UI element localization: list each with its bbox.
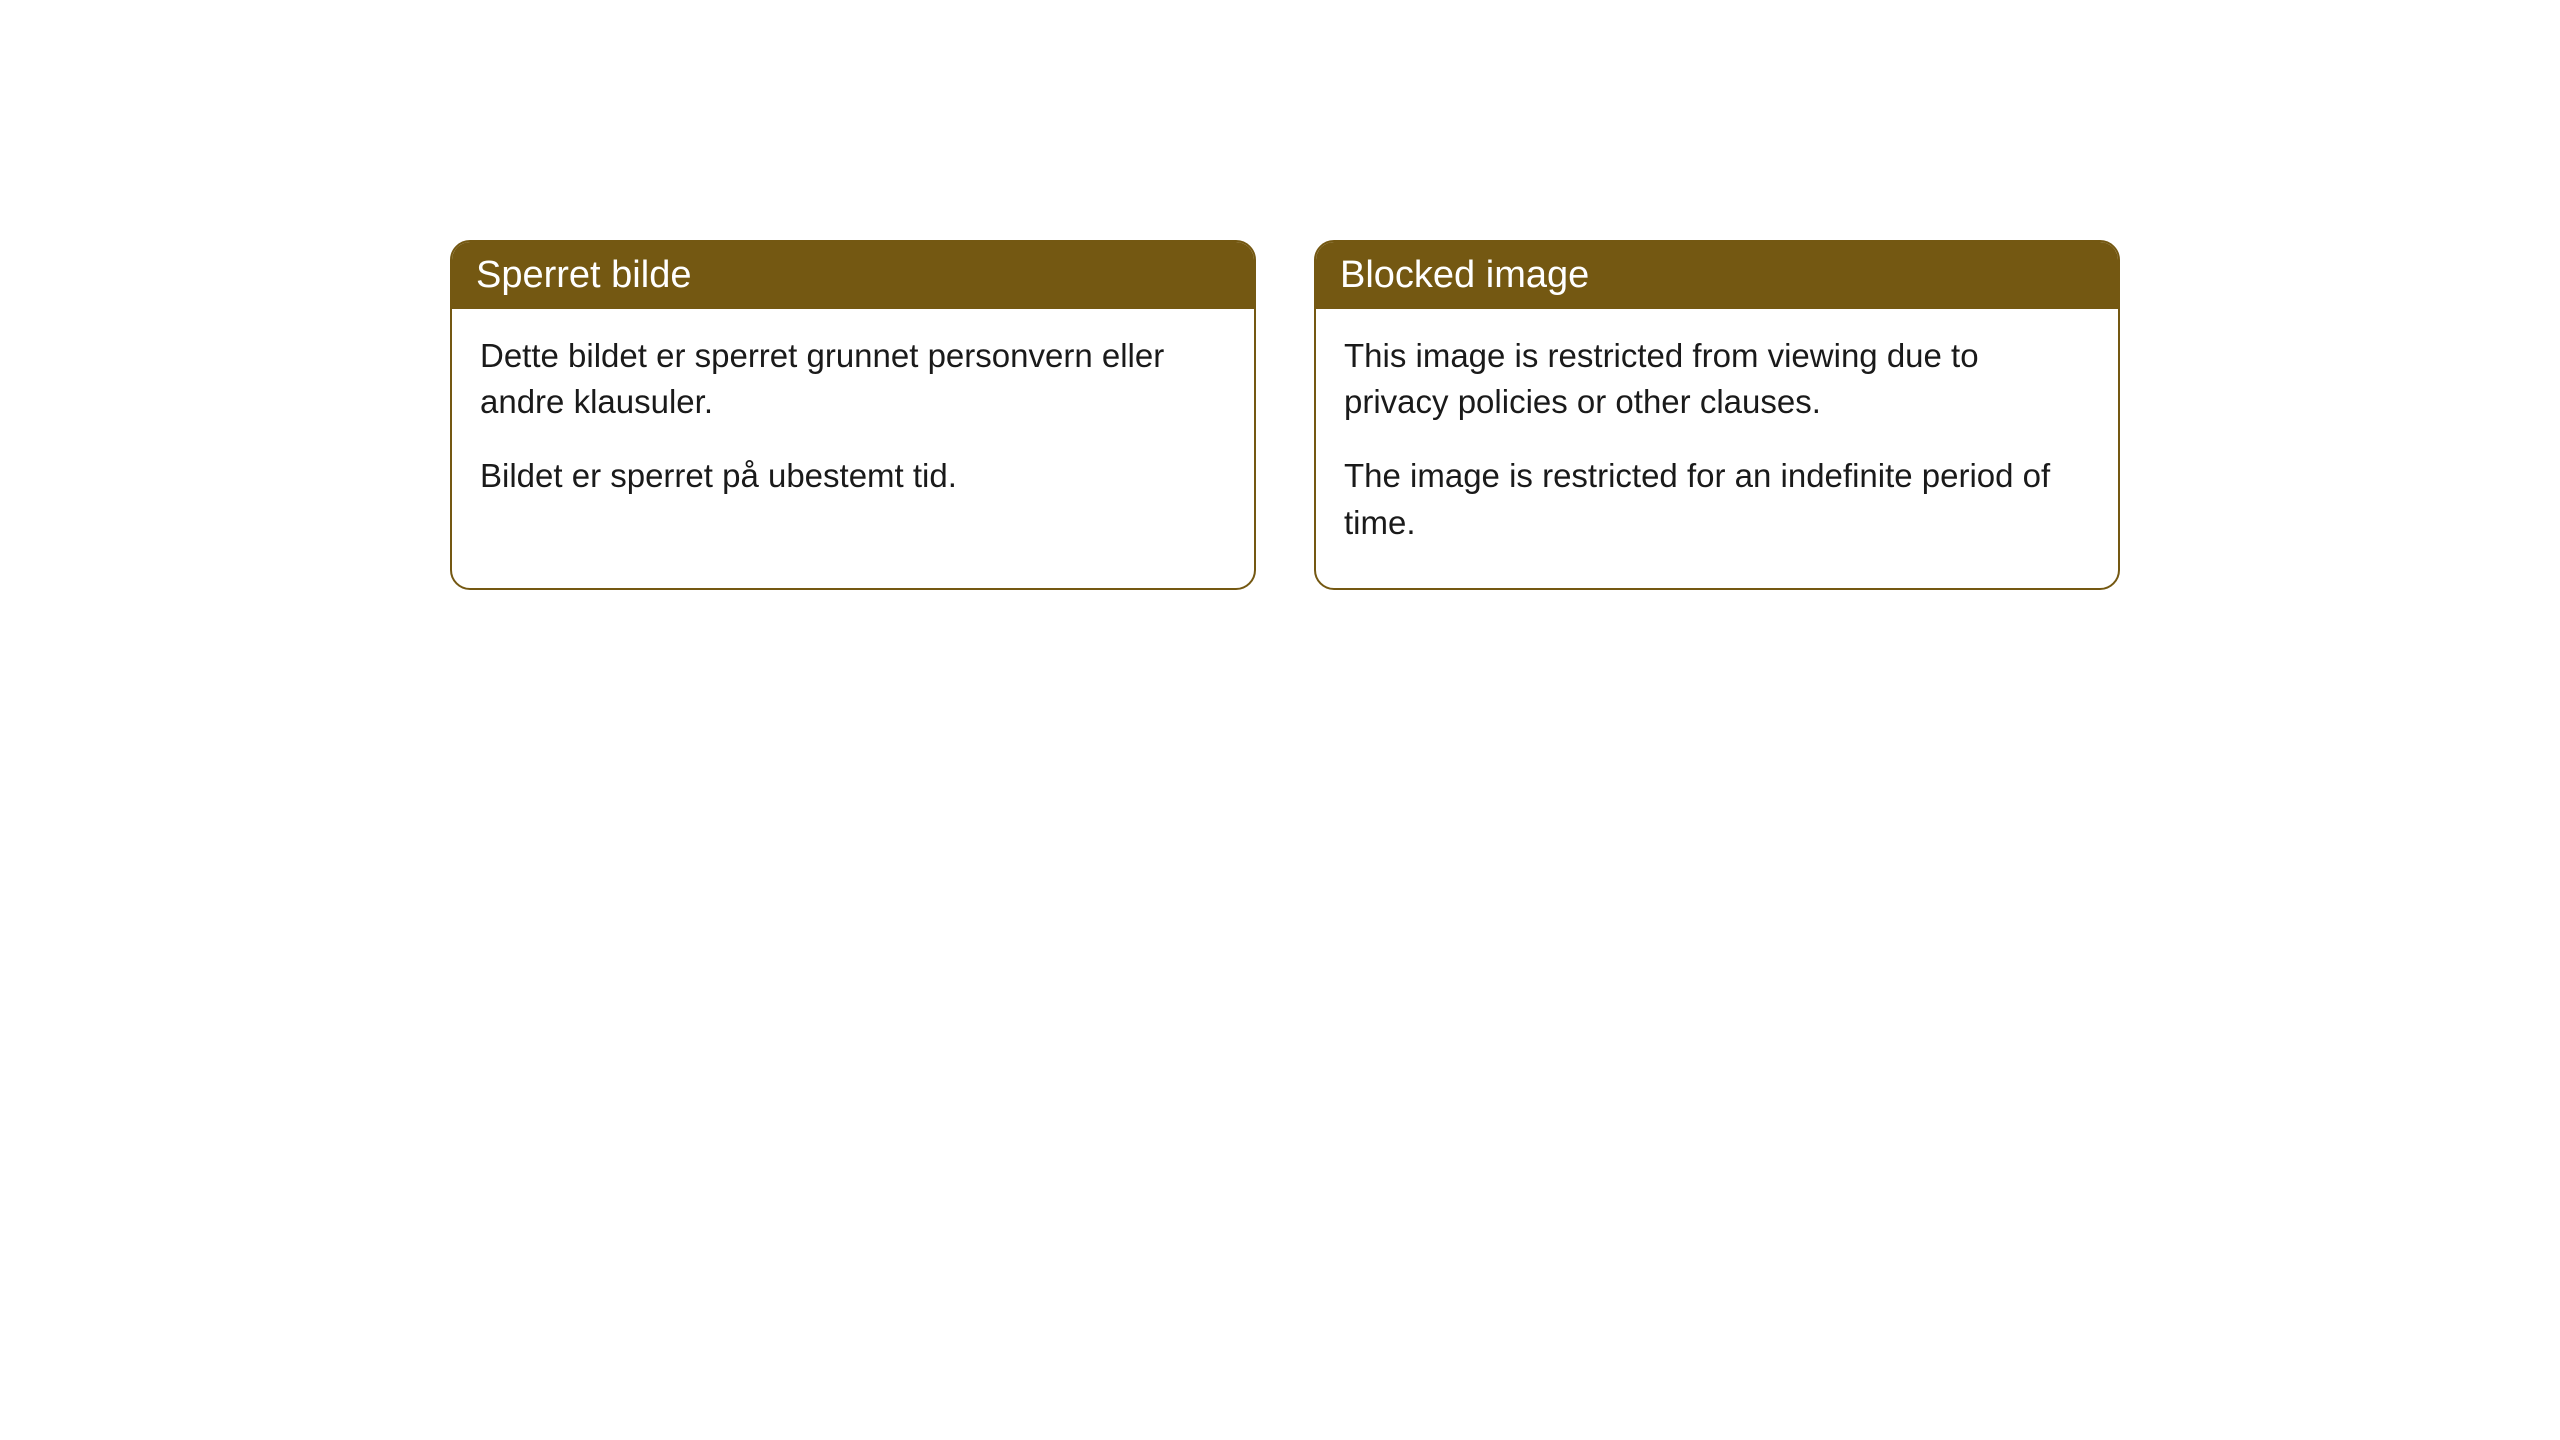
card-paragraph-1: This image is restricted from viewing du… [1344,333,2090,425]
card-body: Dette bildet er sperret grunnet personve… [452,309,1254,542]
card-title: Blocked image [1340,254,1589,296]
card-header: Blocked image [1316,242,2118,309]
blocked-image-card-english: Blocked image This image is restricted f… [1314,240,2120,590]
card-title: Sperret bilde [476,254,691,296]
card-header: Sperret bilde [452,242,1254,309]
card-paragraph-1: Dette bildet er sperret grunnet personve… [480,333,1226,425]
blocked-image-card-norwegian: Sperret bilde Dette bildet er sperret gr… [450,240,1256,590]
card-paragraph-2: The image is restricted for an indefinit… [1344,453,2090,545]
card-body: This image is restricted from viewing du… [1316,309,2118,588]
notice-cards-container: Sperret bilde Dette bildet er sperret gr… [450,240,2560,590]
card-paragraph-2: Bildet er sperret på ubestemt tid. [480,453,1226,499]
